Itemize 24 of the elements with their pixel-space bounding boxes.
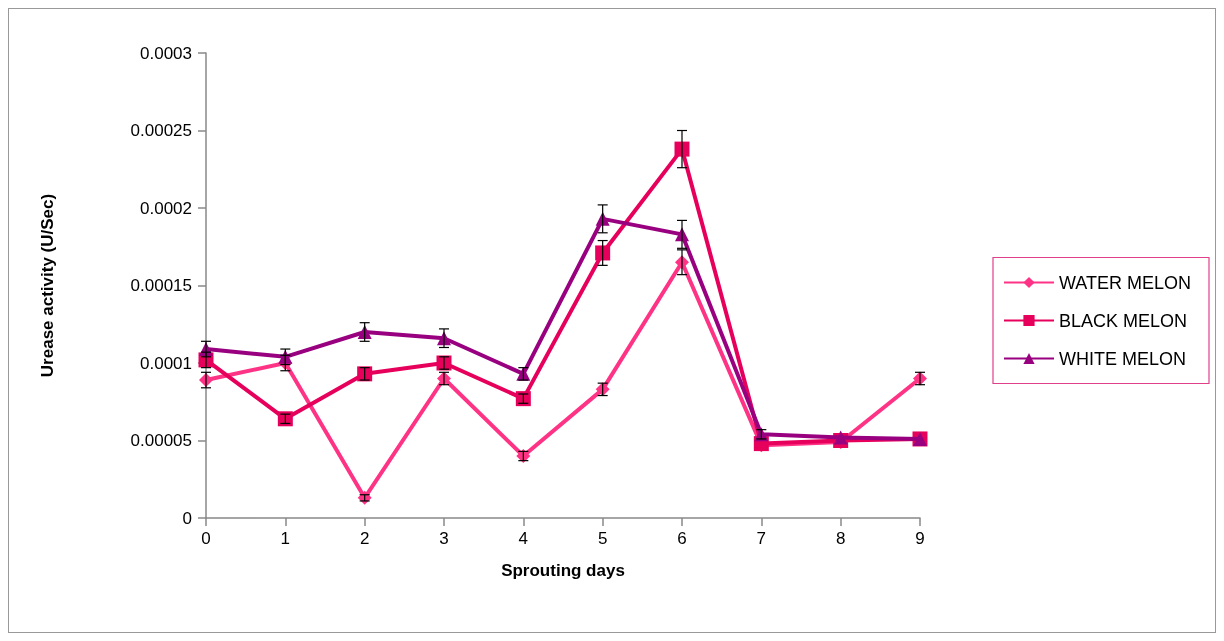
x-tick-label: 7	[756, 529, 767, 548]
legend-label: WATER MELON	[1059, 272, 1192, 293]
x-axis-title: Sprouting days	[501, 561, 625, 580]
x-tick-label: 0	[201, 529, 211, 548]
x-tick-label: 4	[518, 529, 529, 548]
x-tick-label: 1	[280, 529, 291, 548]
legend-label: BLACK MELON	[1059, 310, 1188, 331]
y-tick-label: 0.0001	[140, 353, 192, 373]
y-tick-label: 0.0002	[140, 198, 192, 218]
x-tick-label: 3	[439, 529, 449, 548]
x-tick-label: 6	[677, 529, 687, 548]
legend-label: WHITE MELON	[1059, 348, 1187, 369]
y-tick-label: 0	[182, 508, 192, 528]
x-tick-label: 8	[835, 529, 846, 548]
y-tick-label: 0.00015	[130, 276, 192, 295]
x-tick-label: 5	[597, 529, 608, 548]
chart-frame: Urease activity (U/Sec) Sprouting days 0 0.00005 0.0001 0.00015 0.0002 0.00025 0.0003 0 1 2 3 4 5 6 7 8 9 WATER MELON BLACK MELON WHITE MELON	[8, 8, 1216, 633]
point	[595, 245, 611, 261]
y-axis-title: Urease activity (U/Sec)	[38, 193, 57, 378]
x-tick-label: 9	[915, 529, 925, 548]
y-tick-label: 0.00005	[130, 431, 192, 450]
y-tick-label: 0.0003	[140, 43, 192, 63]
y-tick-label: 0.00025	[130, 121, 192, 140]
x-tick-label: 2	[359, 529, 370, 548]
